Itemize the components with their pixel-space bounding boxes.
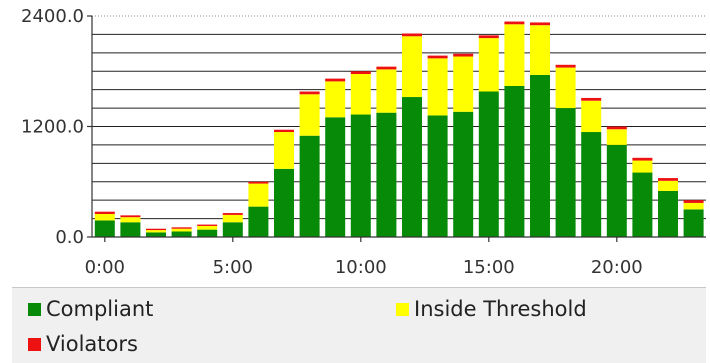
bar-compliant-10 [350, 114, 371, 237]
bar-violators-21 [632, 157, 653, 161]
bar-violators-8 [299, 91, 320, 95]
bar-inside-threshold-22 [658, 180, 678, 191]
bar-inside-threshold-13 [427, 58, 448, 116]
bar-compliant-20 [606, 144, 627, 237]
bar-inside-threshold-6 [248, 183, 269, 207]
legend-label-inside-threshold: Inside Threshold [414, 297, 587, 321]
bar-compliant-3 [171, 231, 192, 237]
bar-violators-2 [146, 228, 166, 231]
bar-compliant-11 [376, 112, 397, 237]
bar-violators-0 [94, 211, 115, 214]
x-tick-label: 5:00 [213, 257, 253, 278]
bar-inside-threshold-4 [197, 225, 218, 230]
legend-swatch-inside-threshold [396, 302, 409, 316]
bar-violators-11 [376, 66, 397, 70]
bar-inside-threshold-11 [376, 69, 397, 113]
bar-violators-12 [402, 33, 422, 37]
bar-compliant-8 [299, 135, 320, 237]
bar-inside-threshold-16 [504, 24, 525, 86]
bar-compliant-13 [427, 115, 448, 237]
x-tick-label: 10:00 [335, 257, 387, 278]
grid-lines [92, 15, 706, 220]
bar-compliant-0 [94, 220, 115, 237]
bar-inside-threshold-19 [581, 100, 602, 133]
bar-violators-9 [325, 78, 346, 82]
bar-violators-3 [171, 227, 192, 229]
bar-violators-20 [606, 126, 627, 130]
bar-violators-5 [222, 213, 243, 215]
x-tick-label: 0:00 [85, 257, 125, 278]
bar-violators-15 [478, 35, 499, 39]
y-tick-label: 1200.0 [21, 117, 84, 138]
bar-violators-6 [248, 181, 269, 184]
bar-compliant-2 [146, 232, 166, 237]
bar-compliant-4 [197, 229, 218, 237]
bar-violators-19 [581, 97, 602, 101]
legend-swatch-compliant [28, 302, 41, 316]
bar-inside-threshold-17 [530, 25, 550, 75]
bar-compliant-23 [683, 209, 704, 237]
bar-compliant-14 [453, 111, 474, 237]
bar-compliant-12 [402, 97, 422, 238]
bar-inside-threshold-2 [146, 230, 166, 233]
bar-compliant-21 [632, 172, 653, 237]
bar-inside-threshold-20 [606, 129, 627, 145]
bar-compliant-7 [274, 168, 294, 237]
bar-compliant-9 [325, 117, 346, 237]
tick-labels-group: 0.0 1200.0 2400.0 0:00 5:00 10:00 15:00 20:00 [21, 6, 643, 278]
y-tick-label: 2400.0 [21, 6, 84, 27]
y-tick-label: 0.0 [55, 227, 84, 248]
bar-violators-18 [555, 64, 576, 68]
bar-violators-1 [120, 215, 141, 218]
bar-compliant-15 [478, 91, 499, 237]
bar-inside-threshold-3 [171, 228, 192, 232]
legend-item-inside-threshold: Inside Threshold [396, 297, 587, 321]
legend-item-compliant: Compliant [28, 297, 153, 321]
bar-violators-17 [530, 22, 550, 26]
bar-inside-threshold-7 [274, 132, 294, 169]
bar-inside-threshold-15 [478, 38, 499, 92]
bar-violators-22 [658, 178, 678, 181]
bar-inside-threshold-12 [402, 36, 422, 98]
bar-inside-threshold-23 [683, 202, 704, 210]
legend-label-violators: Violators [46, 332, 138, 356]
bar-violators-16 [504, 21, 525, 25]
bar-inside-threshold-18 [555, 67, 576, 109]
bar-inside-threshold-1 [120, 217, 141, 223]
bar-violators-13 [427, 55, 448, 59]
bar-violators-4 [197, 224, 218, 226]
bar-compliant-18 [555, 108, 576, 237]
bar-compliant-6 [248, 206, 269, 237]
bar-inside-threshold-14 [453, 56, 474, 112]
x-tick-label: 15:00 [463, 257, 515, 278]
bar-inside-threshold-21 [632, 160, 653, 173]
bar-compliant-22 [658, 190, 678, 237]
bars-group [94, 21, 704, 238]
legend-label-compliant: Compliant [46, 297, 154, 321]
bar-violators-23 [683, 200, 704, 203]
x-tick-label: 20:00 [591, 257, 643, 278]
bar-violators-10 [350, 71, 371, 75]
legend-swatch-violators [28, 337, 41, 351]
bar-inside-threshold-10 [350, 74, 371, 115]
bar-compliant-1 [120, 222, 141, 237]
bar-compliant-5 [222, 222, 243, 237]
bar-compliant-19 [581, 132, 602, 237]
bar-inside-threshold-9 [325, 81, 346, 118]
bar-compliant-16 [504, 85, 525, 237]
legend-item-violators: Violators [28, 332, 138, 356]
bar-inside-threshold-0 [94, 213, 115, 221]
bar-violators-7 [274, 129, 294, 133]
bar-inside-threshold-8 [299, 94, 320, 136]
bar-inside-threshold-5 [222, 214, 243, 223]
bar-violators-14 [453, 53, 474, 57]
bar-compliant-17 [530, 74, 550, 237]
axes-group [87, 15, 706, 242]
legend: Compliant Inside Threshold Violators [12, 287, 706, 363]
